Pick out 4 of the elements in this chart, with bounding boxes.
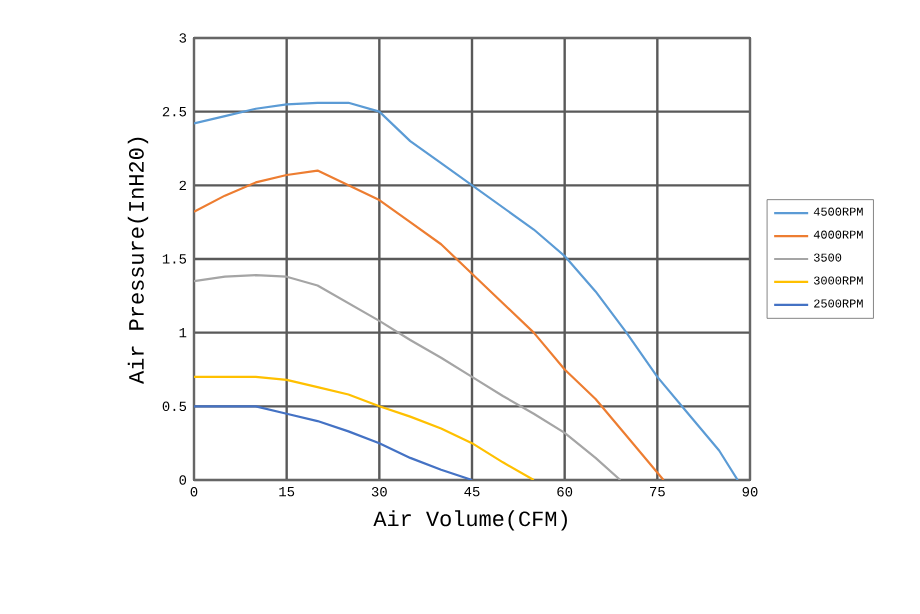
- y-axis-title: Air Pressure(InH20): [127, 137, 149, 384]
- line-series: [194, 405, 474, 480]
- x-axis-title: Air Volume(CFM): [373, 510, 567, 531]
- line-series: [194, 375, 535, 480]
